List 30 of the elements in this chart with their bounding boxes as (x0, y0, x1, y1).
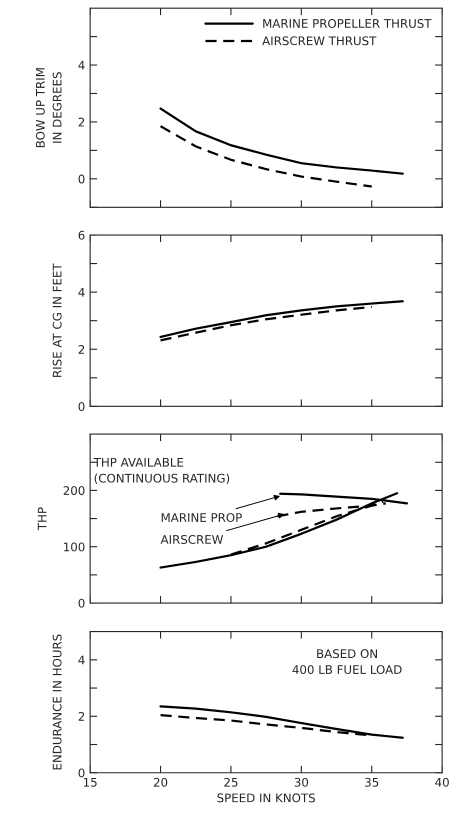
x-tick-label: 35 (365, 778, 378, 787)
y-tick-label: 2 (78, 712, 84, 721)
y-tick-label: 0 (78, 768, 84, 778)
annotation: BASED ON 400 LB FUEL LOAD (292, 649, 402, 674)
annotation: THP AVAILABLE (CONTINUOUS RATING) (94, 458, 230, 484)
legend-label: AIRSCREW THRUST (262, 36, 376, 46)
legend-label: MARINE PROPELLER THRUST (263, 18, 432, 28)
y-tick-label: 0 (78, 174, 84, 184)
x-tick-label: 30 (294, 778, 308, 787)
x-tick-label: 25 (224, 778, 238, 787)
annotation: MARINE PROP (162, 513, 242, 522)
annotation: AIRSCREW (160, 535, 223, 544)
y-tick-label: 0 (78, 402, 84, 412)
y-tick-label: 2 (78, 118, 84, 126)
y-axis-title: BOW UP TRIM IN DEGREES (36, 68, 62, 148)
x-axis-title: SPEED IN KNOTS (217, 793, 315, 802)
x-tick-label: 20 (154, 778, 168, 787)
y-tick-label: 4 (78, 656, 85, 664)
y-tick-label: 6 (78, 230, 85, 240)
y-tick-label: 200 (64, 486, 84, 496)
y-tick-label: 4 (78, 288, 85, 297)
x-tick-label: 40 (435, 778, 449, 787)
y-tick-label: 4 (78, 60, 85, 70)
x-tick-label: 15 (84, 778, 97, 787)
y-tick-label: 0 (78, 598, 84, 608)
y-tick-label: 100 (64, 542, 84, 552)
y-axis-title: THP (38, 507, 46, 530)
y-tick-label: 2 (78, 344, 84, 354)
y-axis-title: ENDURANCE IN HOURS (52, 634, 62, 770)
y-axis-title: RISE AT CG IN FEET (52, 263, 62, 377)
